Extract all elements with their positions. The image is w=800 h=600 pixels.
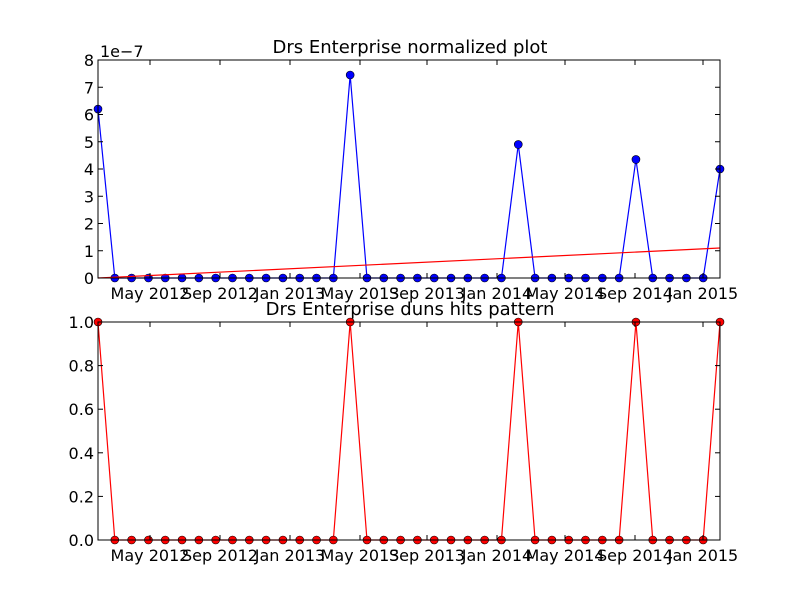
bottom-x-tick-label: Jan 2014 (461, 546, 532, 565)
top-y-tick-label: 1 (84, 242, 94, 261)
top-x-tick-label: Sep 2014 (597, 284, 673, 303)
top-x-tick-label: Sep 2013 (389, 284, 465, 303)
top-x-tick-label: Sep 2012 (182, 284, 258, 303)
bottom-y-tick-label: 0.4 (69, 444, 94, 463)
bottom-chart-title: Drs Enterprise duns hits pattern (266, 299, 555, 320)
bottom-x-tick-label: May 2012 (111, 546, 190, 565)
top-x-tick-label: May 2012 (111, 284, 190, 303)
top-x-tick-label: Jan 2015 (667, 284, 738, 303)
bottom-x-tick-label: Jan 2013 (254, 546, 325, 565)
top-trend-line (97, 247, 721, 279)
bottom-x-tick-label: May 2014 (526, 546, 605, 565)
top-y-tick-label: 5 (84, 133, 94, 152)
top-chart-title: Drs Enterprise normalized plot (273, 37, 548, 58)
top-y-tick-label: 4 (84, 160, 94, 179)
bottom-x-tick-label: Sep 2014 (597, 546, 673, 565)
bottom-y-tick-label: 0.6 (69, 400, 94, 419)
bottom-x-tick-label: May 2013 (321, 546, 400, 565)
top-chart-offset-label: 1e−7 (100, 42, 144, 61)
bottom-y-tick-label: 0.2 (69, 487, 94, 506)
top-series-0-point (345, 70, 355, 80)
bottom-y-tick-label: 1.0 (69, 313, 94, 332)
top-x-tick-label: Jan 2014 (461, 284, 532, 303)
top-y-tick-label: 6 (84, 106, 94, 125)
bottom-y-tick-label: 0.8 (69, 357, 94, 376)
bottom-axes-frame (97, 321, 721, 541)
top-x-tick-label: May 2013 (321, 284, 400, 303)
bottom-x-tick-label: Sep 2012 (182, 546, 258, 565)
bottom-x-tick-label: Sep 2013 (389, 546, 465, 565)
top-y-tick-label: 7 (84, 78, 94, 97)
top-chart: Drs Enterprise normalized plot 1e−7 0 1 2 3… (84, 37, 738, 303)
top-y-tick-label: 8 (84, 51, 94, 70)
bottom-x-tick-label: Jan 2015 (667, 546, 738, 565)
top-y-tick-label: 2 (84, 215, 94, 234)
top-y-tick-label: 0 (84, 269, 94, 288)
bottom-chart: Drs Enterprise duns hits pattern 0.0 0.2 0… (69, 299, 739, 565)
top-y-tick-label: 3 (84, 187, 94, 206)
top-series-0-point (513, 140, 523, 149)
bottom-y-tick-label: 0.0 (69, 531, 94, 550)
top-x-tick-label: May 2014 (526, 284, 605, 303)
top-x-tick-label: Jan 2013 (254, 284, 325, 303)
top-series-0-point (631, 155, 641, 164)
